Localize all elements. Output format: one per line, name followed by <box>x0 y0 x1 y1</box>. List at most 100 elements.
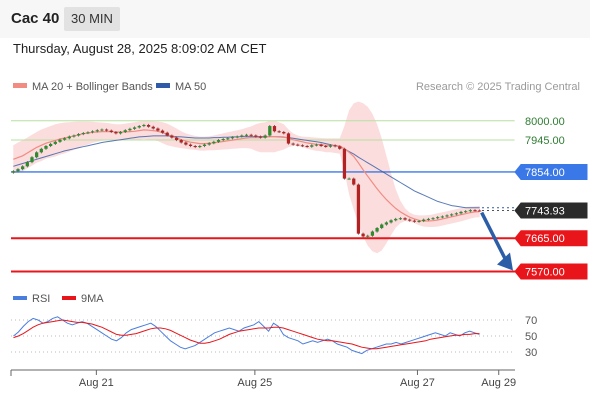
last-price-tag-bg <box>514 202 588 219</box>
candle-body <box>370 231 375 236</box>
candle-body <box>95 130 99 132</box>
candle-body <box>356 184 361 234</box>
level-tag-8000.00-text: 8000.00 <box>525 116 565 128</box>
candle-body <box>324 146 328 148</box>
timeframe-button[interactable]: 30 MIN <box>64 7 120 31</box>
forecast-arrow-head <box>497 252 513 271</box>
price-levels <box>11 120 515 273</box>
level-tag-7945.00-bg <box>514 132 588 149</box>
moving-averages <box>13 129 480 222</box>
rsi-level-label-70: 70 <box>525 315 537 327</box>
instrument-title: Cac 40 <box>11 10 60 27</box>
candle-body <box>436 217 440 219</box>
candle-body <box>81 133 85 135</box>
candle-body <box>165 132 169 136</box>
candle-body <box>454 213 458 215</box>
candle-body <box>389 220 393 223</box>
candle-body <box>445 215 449 217</box>
candle-body <box>49 143 53 147</box>
candle-body <box>104 129 109 131</box>
level-tag-8000.00: 8000.00 <box>514 112 588 129</box>
candle-body <box>179 140 183 143</box>
candle-body <box>170 135 174 138</box>
candle-body <box>21 166 25 170</box>
candle-body <box>188 144 193 147</box>
ma20-line <box>13 129 480 222</box>
candle-body <box>174 137 179 141</box>
candle-body <box>244 134 249 136</box>
bollinger-band-fill <box>13 101 480 254</box>
candle-body <box>39 148 43 153</box>
candle-body <box>464 211 468 213</box>
ma50-legend-swatch <box>156 83 170 88</box>
candle-body <box>319 144 323 147</box>
candle-body <box>417 221 421 223</box>
candle-body <box>459 211 463 214</box>
candle-body <box>207 143 211 145</box>
candle-body <box>333 145 337 147</box>
candle-body <box>375 228 379 232</box>
candle-body <box>72 135 76 137</box>
candle-body <box>328 145 333 147</box>
candle-body <box>86 132 90 134</box>
level-tag-7570.00: 7570.00 <box>514 263 588 280</box>
rsi-lines <box>13 316 480 355</box>
rsi-line <box>13 316 480 355</box>
x-tick-label-Aug 21: Aug 21 <box>79 377 114 389</box>
candle-body <box>422 219 426 222</box>
candle-body <box>44 146 48 149</box>
candle-body <box>408 219 412 221</box>
rsi-legend-swatch <box>13 296 27 300</box>
candle-body <box>342 148 347 179</box>
top-bar: Cac 40 30 MIN <box>0 0 590 38</box>
candle-body <box>11 171 15 173</box>
level-tag-7854.00-text: 7854.00 <box>525 167 565 179</box>
candle-body <box>109 130 113 132</box>
forecast-arrow-shaft <box>480 211 508 262</box>
x-axis-ticks: Aug 21 Aug 25 Aug 27 Aug 29 <box>10 370 516 389</box>
candle-body <box>412 220 417 222</box>
level-tag-7570.00-text: 7570.00 <box>525 266 565 278</box>
candle-body <box>384 222 389 225</box>
candle-body <box>398 218 403 220</box>
candle-body <box>35 152 39 158</box>
last-price-tag-text: 7743.93 <box>525 206 565 218</box>
candlesticks <box>11 123 515 238</box>
copyright-notice: Research © 2025 Trading Central <box>416 81 580 93</box>
level-tag-7665.00-text: 7665.00 <box>525 233 565 245</box>
candle-body <box>347 178 351 180</box>
candle-body <box>118 131 123 134</box>
price-legend: MA 20 + Bollinger Bands MA 50 <box>13 81 206 93</box>
candle-body <box>198 146 202 148</box>
candle-body <box>380 224 384 229</box>
level-tag-7945.00: 7945.00 <box>514 132 588 149</box>
candle-body <box>62 138 67 140</box>
candle-body <box>142 124 146 127</box>
rsi-ma-legend-swatch <box>62 296 76 300</box>
rsi-ma-legend-label: 9MA <box>81 293 104 305</box>
rsi-level-label-30: 30 <box>525 347 537 359</box>
level-tag-8000.00-bg <box>514 112 588 129</box>
level-tag-7854.00-bg <box>514 163 588 180</box>
candle-body <box>193 146 197 148</box>
candle-body <box>53 141 57 144</box>
candle-body <box>296 144 300 146</box>
candle-body <box>76 134 81 136</box>
candle-body <box>263 135 267 138</box>
candle-body <box>216 140 221 142</box>
candle-body <box>478 210 482 212</box>
ma20-legend-label: MA 20 + Bollinger Bands <box>32 81 153 93</box>
rsi-legend: RSI 9MA <box>13 293 104 305</box>
candle-body <box>352 178 356 185</box>
rsi-legend-label: RSI <box>32 293 50 305</box>
candle-body <box>268 126 272 136</box>
candle-body <box>212 141 216 144</box>
ma50-line <box>13 135 480 209</box>
candle-body <box>202 144 207 147</box>
forecast-arrow <box>480 211 513 271</box>
candle-body <box>184 142 188 145</box>
candle-body <box>300 145 305 147</box>
candle-body <box>473 210 477 212</box>
candle-body <box>123 130 127 132</box>
candle-body <box>254 135 258 137</box>
